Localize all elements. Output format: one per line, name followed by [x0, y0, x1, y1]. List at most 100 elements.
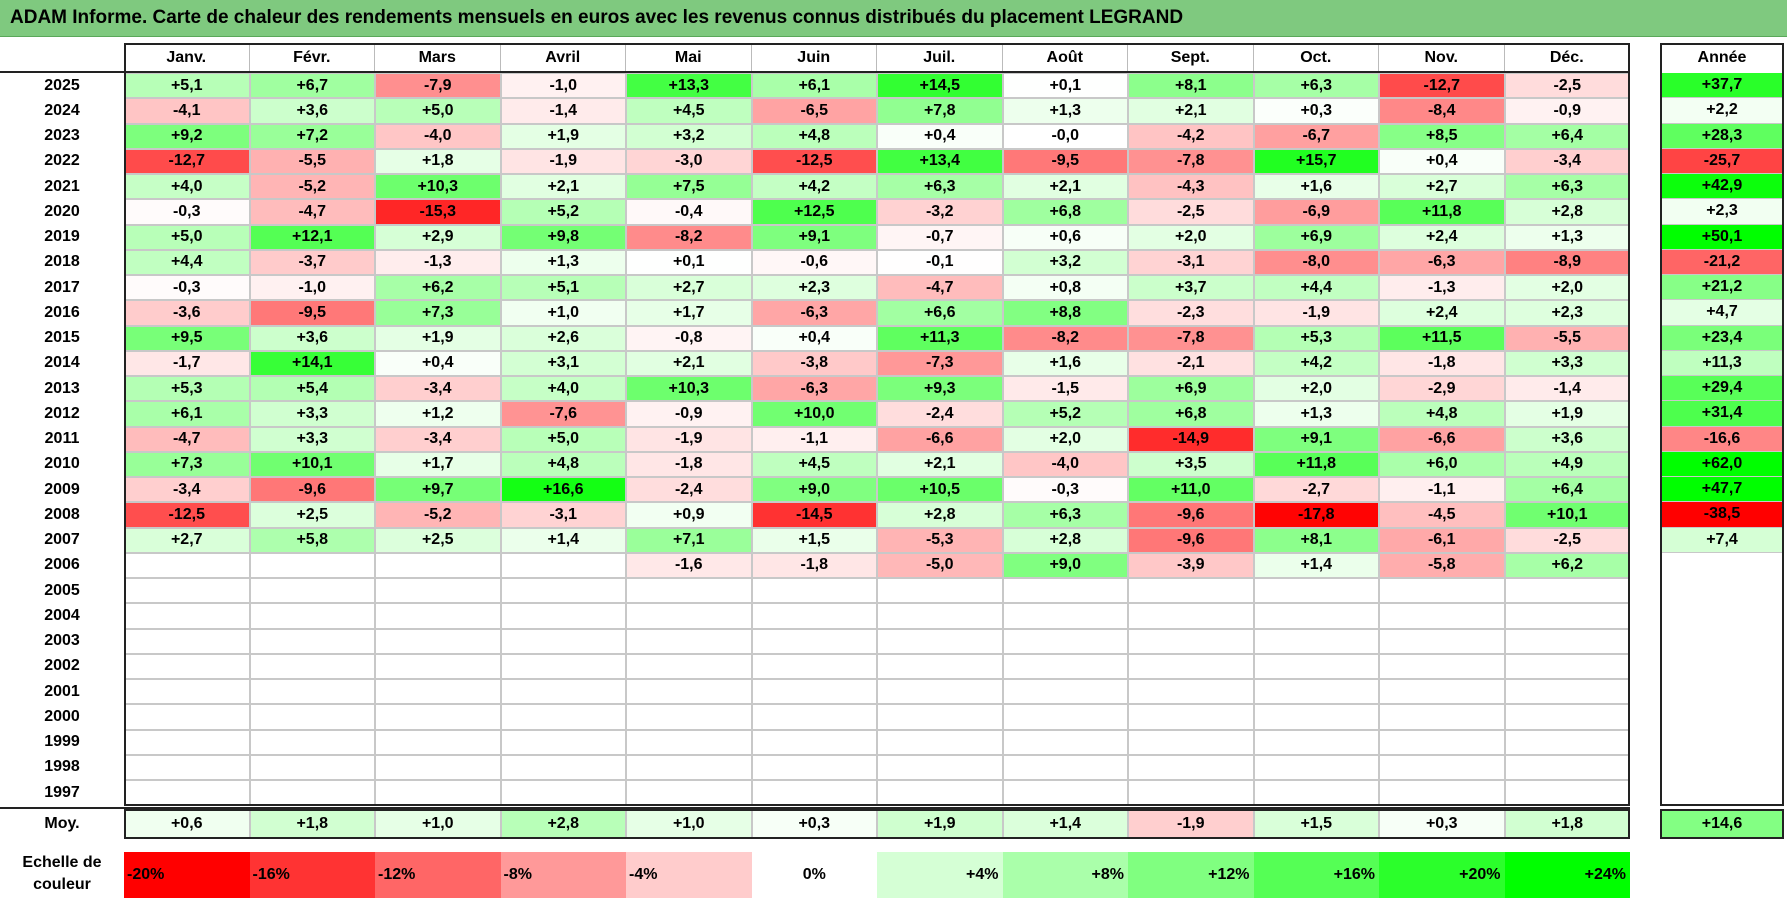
heatmap-cell: -3,4 [375, 426, 501, 452]
heatmap-cell [626, 628, 752, 654]
heatmap-cell: -7,3 [877, 350, 1003, 376]
heatmap-cell: +5,0 [124, 224, 250, 250]
heatmap-cell [1128, 653, 1254, 679]
heatmap-cell: +4,0 [124, 174, 250, 200]
heatmap-cell [626, 754, 752, 780]
heatmap-cell: +2,6 [500, 325, 626, 351]
heatmap-cell: +6,3 [877, 174, 1003, 200]
heatmap-cell: -8,2 [626, 224, 752, 250]
heatmap-cell [751, 628, 877, 654]
heatmap-cell: +2,9 [375, 224, 501, 250]
average-cell: +2,8 [500, 810, 626, 838]
heatmap-cell: +5,3 [1253, 325, 1379, 351]
heatmap-cell: -4,7 [249, 199, 375, 225]
heatmap-cell: -2,5 [1504, 527, 1630, 553]
heatmap-cell [1379, 729, 1505, 755]
heatmap-cell [626, 603, 752, 629]
heatmap-cell: +6,1 [751, 73, 877, 99]
heatmap-cell: +2,3 [751, 275, 877, 301]
year-label: 2025 [44, 76, 80, 94]
heatmap-cell [1379, 578, 1505, 604]
heatmap-cell [1504, 754, 1630, 780]
heatmap-cell: +6,3 [1002, 502, 1128, 528]
heatmap-cell: +3,3 [249, 401, 375, 427]
annual-cell: -21,2 [1660, 249, 1784, 275]
heatmap-cell: -0,6 [751, 249, 877, 275]
heatmap-cell: +3,5 [1128, 451, 1254, 477]
heatmap-cell: +11,8 [1379, 199, 1505, 225]
heatmap-cell: +16,6 [500, 477, 626, 503]
heatmap-cell [751, 729, 877, 755]
average-cell: +0,6 [124, 810, 250, 838]
heatmap-cell [1002, 754, 1128, 780]
heatmap-cell [877, 628, 1003, 654]
heatmap-cell: -1,8 [1379, 350, 1505, 376]
heatmap-cell [1253, 628, 1379, 654]
heatmap-cell [1504, 729, 1630, 755]
heatmap-cell: +8,5 [1379, 123, 1505, 149]
heatmap-cell: -3,6 [124, 300, 250, 326]
annual-cell [1660, 628, 1784, 654]
heatmap-cell: -5,3 [877, 527, 1003, 553]
heatmap-cell [1253, 704, 1379, 730]
color-scale-label: Echelle de couleur [22, 854, 102, 893]
heatmap-cell: +7,5 [626, 174, 752, 200]
heatmap-cell [1379, 628, 1505, 654]
heatmap-cell [249, 754, 375, 780]
heatmap-cell: -0,3 [124, 275, 250, 301]
heatmap-cell [500, 729, 626, 755]
heatmap-cell: -15,3 [375, 199, 501, 225]
heatmap-cell [626, 578, 752, 604]
heatmap-cell [1128, 704, 1254, 730]
heatmap-cell: -0,0 [1002, 123, 1128, 149]
annual-cell: +4,7 [1660, 300, 1784, 326]
heatmap-cell: +8,1 [1128, 73, 1254, 99]
heatmap-cell: +0,1 [1002, 73, 1128, 99]
heatmap-cell: +4,0 [500, 376, 626, 402]
heatmap-cell [1504, 578, 1630, 604]
heatmap-cell: +1,3 [500, 249, 626, 275]
heatmap-cell: +3,3 [1504, 350, 1630, 376]
heatmap-cell [249, 704, 375, 730]
color-scale-swatch: +4% [877, 852, 1003, 898]
heatmap-cell: -7,9 [375, 73, 501, 99]
heatmap-cell [249, 578, 375, 604]
heatmap-cell [124, 628, 250, 654]
heatmap-cell: +2,7 [626, 275, 752, 301]
heatmap-cell: +0,9 [626, 502, 752, 528]
heatmap-cell: +10,3 [626, 376, 752, 402]
heatmap-cell: -2,5 [1128, 199, 1254, 225]
annual-cell [1660, 603, 1784, 629]
heatmap-cell: -4,0 [375, 123, 501, 149]
average-cell: +0,3 [1379, 810, 1505, 838]
color-scale-swatch: -4% [626, 852, 752, 898]
heatmap-cell: -1,8 [751, 552, 877, 578]
year-label: 2010 [44, 455, 80, 473]
heatmap-cell: -3,4 [375, 376, 501, 402]
heatmap-cell [1002, 704, 1128, 730]
heatmap-cell: -3,1 [1128, 249, 1254, 275]
heatmap-cell: -1,5 [1002, 376, 1128, 402]
heatmap-cell: +7,3 [124, 451, 250, 477]
heatmap-cell [1253, 578, 1379, 604]
year-label: 2000 [44, 707, 80, 725]
heatmap-cell: +3,6 [249, 325, 375, 351]
heatmap-cell [1504, 704, 1630, 730]
heatmap-cell: +3,6 [1504, 426, 1630, 452]
heatmap-cell [1253, 780, 1379, 806]
heatmap-cell [1379, 653, 1505, 679]
year-label: 2005 [44, 581, 80, 599]
annual-cell: +28,3 [1660, 123, 1784, 149]
color-scale-swatch: +24% [1504, 852, 1630, 898]
heatmap-cell [124, 780, 250, 806]
color-scale-swatch: +12% [1128, 852, 1254, 898]
heatmap-cell: -12,5 [124, 502, 250, 528]
annual-cell: +37,7 [1660, 73, 1784, 99]
heatmap-cell [124, 704, 250, 730]
heatmap-cell [877, 679, 1003, 705]
color-scale-swatch: -16% [249, 852, 375, 898]
heatmap-cell: -17,8 [1253, 502, 1379, 528]
heatmap-cell [626, 679, 752, 705]
heatmap-cell: +2,7 [1379, 174, 1505, 200]
average-cell: +1,9 [877, 810, 1003, 838]
